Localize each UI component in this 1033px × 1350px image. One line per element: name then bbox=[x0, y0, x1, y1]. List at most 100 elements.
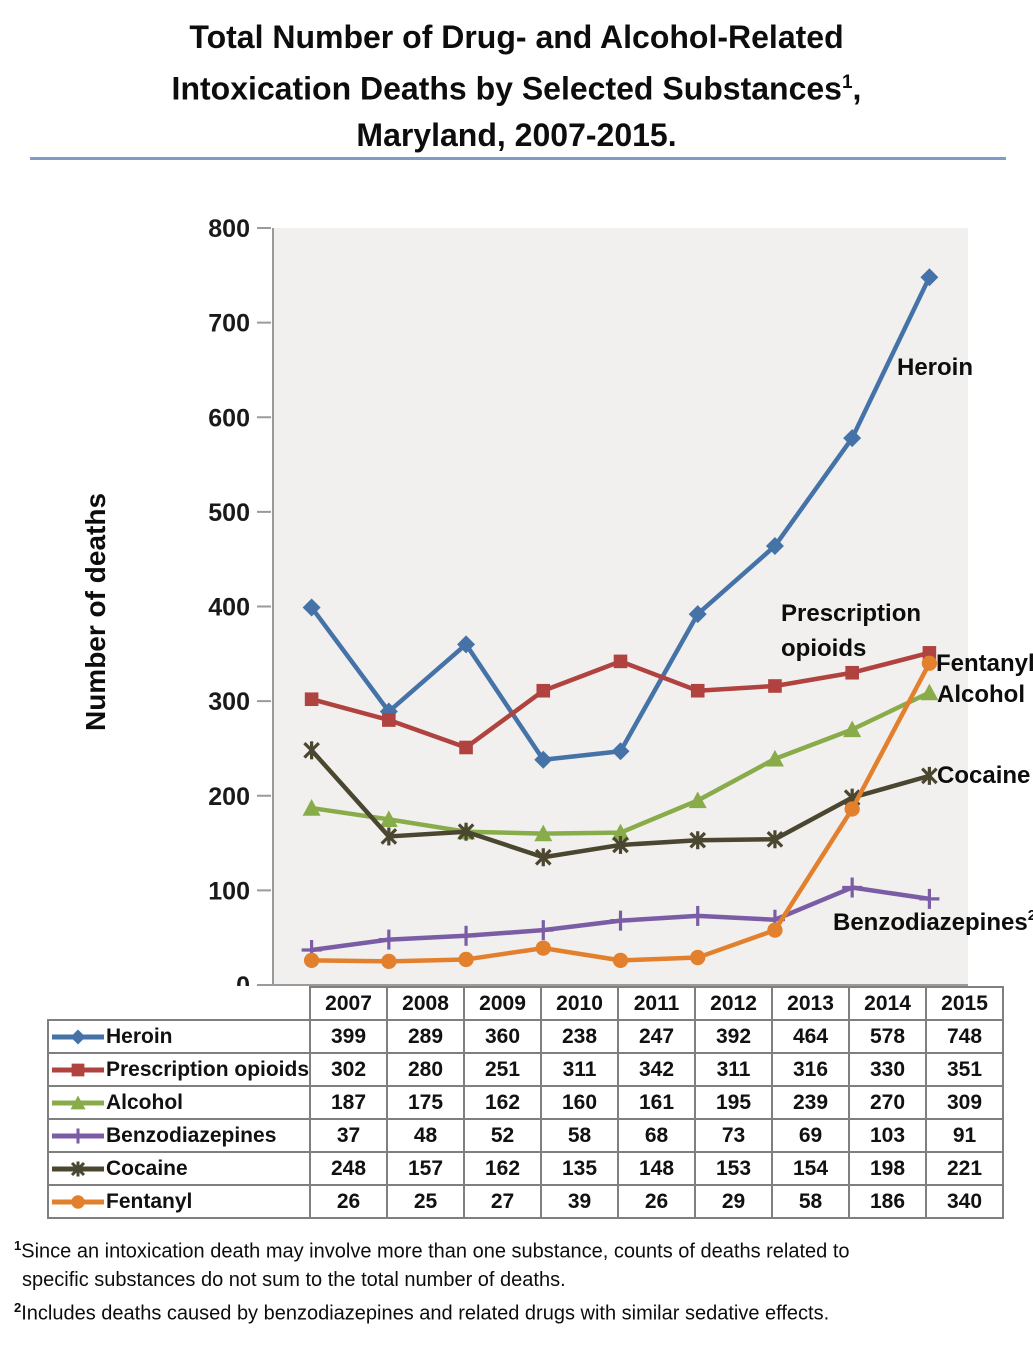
data-point-prescription-opioids-2014 bbox=[845, 665, 859, 680]
title-divider-rule bbox=[30, 157, 1006, 160]
series-label-opioids: opioids bbox=[781, 635, 866, 662]
data-point-fentanyl-2012 bbox=[690, 949, 706, 966]
value-cell-fentanyl-2011: 26 bbox=[617, 1184, 697, 1219]
title-footnote-marker: 1 bbox=[841, 72, 853, 93]
legend-key-marker bbox=[71, 1063, 85, 1076]
value-cell-benzodiazepines-2011: 68 bbox=[617, 1118, 697, 1153]
value-cell-benzodiazepines-2013: 69 bbox=[771, 1118, 851, 1153]
legend-key-cocaine bbox=[52, 1161, 104, 1176]
series-name: Heroin bbox=[106, 1024, 173, 1048]
series-name: Prescription opioids bbox=[106, 1057, 310, 1081]
value-cell-heroin-2015: 748 bbox=[925, 1019, 1005, 1054]
data-point-cocaine-2015 bbox=[921, 767, 938, 785]
value-cell-fentanyl-2010: 39 bbox=[540, 1184, 620, 1219]
value-cell-heroin-2010: 238 bbox=[540, 1019, 620, 1054]
legend-cell-cocaine: Cocaine bbox=[46, 1151, 312, 1186]
value-cell-alcohol-2010: 160 bbox=[540, 1085, 620, 1120]
table-row-fentanyl: Fentanyl 26 25 27 39 26 29 58 186 340 bbox=[46, 1184, 1005, 1219]
data-point-cocaine-2013 bbox=[766, 830, 784, 848]
value-cell-fentanyl-2015: 340 bbox=[925, 1184, 1005, 1219]
year-header-cell: 2013 bbox=[771, 986, 851, 1021]
series-label-alcohol: Alcohol bbox=[937, 681, 1025, 708]
data-table: 2007 2008 2009 2010 2011 2012 2013 2014 2015 Hero… bbox=[46, 986, 1005, 1219]
value-cell-benzodiazepines-2015: 91 bbox=[925, 1118, 1005, 1153]
data-point-heroin-2009 bbox=[457, 635, 476, 654]
legend-entry: Prescription opioids bbox=[49, 1058, 309, 1082]
value-cell-heroin-2012: 392 bbox=[694, 1019, 774, 1054]
footnote-1-line-1: 1Since an intoxication death may involve… bbox=[14, 1232, 850, 1266]
data-point-fentanyl-2014 bbox=[844, 801, 860, 817]
value-cell-cocaine-2007: 248 bbox=[309, 1151, 389, 1186]
value-cell-alcohol-2015: 309 bbox=[925, 1085, 1005, 1120]
legend-cell-heroin: Heroin bbox=[46, 1019, 312, 1054]
chart-title: Total Number of Drug- and Alcohol-Relate… bbox=[0, 14, 1033, 158]
table-header-row: 2007 2008 2009 2010 2011 2012 2013 2014 2015 bbox=[48, 986, 1005, 1021]
value-cell-prescription-opioids-2010: 311 bbox=[540, 1052, 620, 1087]
legend-entry: Heroin bbox=[49, 1025, 309, 1049]
legend-entry: Fentanyl bbox=[49, 1190, 309, 1214]
value-cell-alcohol-2014: 270 bbox=[848, 1085, 928, 1120]
series-label-prescription: Prescription bbox=[781, 600, 921, 627]
footnote-1-marker: 1 bbox=[14, 1238, 22, 1253]
legend-cell-benzodiazepines: Benzodiazepines bbox=[46, 1118, 312, 1153]
y-axis-tick-label: 300 bbox=[208, 688, 250, 716]
legend-key-benzodiazepines bbox=[52, 1128, 104, 1143]
value-cell-cocaine-2012: 153 bbox=[694, 1151, 774, 1186]
chart-title-line-2-text: Intoxication Deaths by Selected Substanc… bbox=[171, 70, 842, 107]
data-point-prescription-opioids-2015 bbox=[922, 646, 937, 660]
series-name: Benzodiazepines bbox=[106, 1123, 277, 1147]
series-label-heroin: Heroin bbox=[897, 354, 973, 381]
legend-key-marker bbox=[70, 1029, 86, 1044]
value-cell-prescription-opioids-2007: 302 bbox=[309, 1052, 389, 1087]
legend-key-prescription-opioids bbox=[52, 1063, 104, 1076]
data-point-heroin-2011 bbox=[611, 742, 630, 761]
value-cell-benzodiazepines-2014: 103 bbox=[848, 1118, 928, 1153]
y-axis-tick-label: 700 bbox=[208, 310, 250, 338]
value-cell-benzodiazepines-2007: 37 bbox=[309, 1118, 389, 1153]
data-point-prescription-opioids-2010 bbox=[536, 683, 551, 698]
value-cell-alcohol-2009: 162 bbox=[463, 1085, 543, 1120]
data-point-alcohol-2010 bbox=[534, 824, 553, 842]
data-point-fentanyl-2009 bbox=[458, 951, 474, 968]
value-cell-benzodiazepines-2010: 58 bbox=[540, 1118, 620, 1153]
value-cell-heroin-2013: 464 bbox=[771, 1019, 851, 1054]
value-cell-fentanyl-2009: 27 bbox=[463, 1184, 543, 1219]
y-axis-tick-label: 800 bbox=[208, 215, 250, 243]
data-point-prescription-opioids-2008 bbox=[382, 713, 396, 727]
data-point-cocaine-2010 bbox=[534, 848, 552, 866]
data-point-prescription-opioids-2007 bbox=[304, 692, 319, 707]
value-cell-heroin-2008: 289 bbox=[386, 1019, 466, 1054]
y-axis-tick-label: 400 bbox=[208, 594, 250, 622]
data-point-cocaine-2009 bbox=[457, 823, 475, 841]
value-cell-alcohol-2012: 195 bbox=[694, 1085, 774, 1120]
year-header-cell: 2008 bbox=[386, 986, 466, 1021]
data-point-heroin-2010 bbox=[534, 750, 553, 769]
data-point-heroin-2012 bbox=[688, 605, 707, 624]
chart-title-line-3: Maryland, 2007-2015. bbox=[356, 116, 677, 153]
legend-cell-prescription-opioids: Prescription opioids bbox=[46, 1052, 312, 1087]
data-point-prescription-opioids-2009 bbox=[459, 740, 473, 755]
value-cell-prescription-opioids-2014: 330 bbox=[848, 1052, 928, 1087]
data-point-heroin-2015 bbox=[920, 268, 939, 287]
legend-key-marker bbox=[70, 1095, 86, 1109]
y-axis-tick-label: 0 bbox=[236, 972, 250, 986]
data-point-cocaine-2014 bbox=[843, 789, 861, 806]
data-point-alcohol-2007 bbox=[302, 799, 321, 816]
plot-area bbox=[273, 228, 968, 985]
data-point-fentanyl-2011 bbox=[612, 952, 629, 969]
value-cell-benzodiazepines-2009: 52 bbox=[463, 1118, 543, 1153]
series-name: Alcohol bbox=[106, 1090, 183, 1114]
value-cell-fentanyl-2012: 29 bbox=[694, 1184, 774, 1219]
y-axis-tick-label: 200 bbox=[208, 783, 250, 811]
legend-key-marker bbox=[71, 1194, 85, 1209]
value-cell-cocaine-2010: 135 bbox=[540, 1151, 620, 1186]
legend-entry: Benzodiazepines bbox=[49, 1124, 309, 1148]
value-cell-alcohol-2008: 175 bbox=[386, 1085, 466, 1120]
data-point-prescription-opioids-2013 bbox=[768, 679, 782, 693]
value-cell-alcohol-2013: 239 bbox=[771, 1085, 851, 1120]
data-point-prescription-opioids-2011 bbox=[613, 654, 628, 669]
year-header-cell: 2014 bbox=[848, 986, 928, 1021]
data-point-cocaine-2008 bbox=[380, 828, 398, 845]
value-cell-heroin-2011: 247 bbox=[617, 1019, 697, 1054]
